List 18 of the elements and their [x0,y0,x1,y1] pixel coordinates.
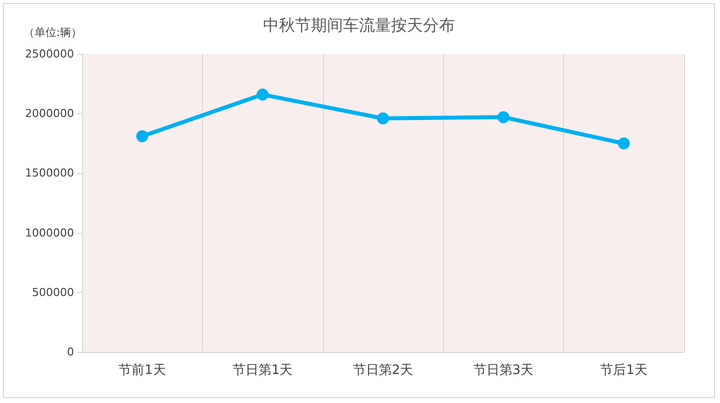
x-tick-label: 节前1天 [118,363,166,378]
x-tick-label: 节日第1天 [232,363,293,378]
y-tick-label: 0 [67,346,74,358]
x-tick-label: 节日第2天 [352,363,414,378]
point [618,137,630,150]
y-tick-label: 500000 [32,286,74,299]
y-tick-label: 2000000 [25,107,74,120]
y-axis-title: （单位:辆） [23,26,82,39]
y-tick-label: 2500000 [25,48,74,60]
x-tick-label: 节日第3天 [473,363,534,378]
x-tick-label: 节后1天 [600,363,648,378]
point [256,88,269,101]
y-tick-label: 1500000 [25,166,74,180]
point [377,112,389,124]
point [136,130,148,142]
chart-title: 中秋节期间车流量按天分布 [263,16,455,34]
point [497,111,510,124]
y-tick-label: 1000000 [25,226,74,240]
